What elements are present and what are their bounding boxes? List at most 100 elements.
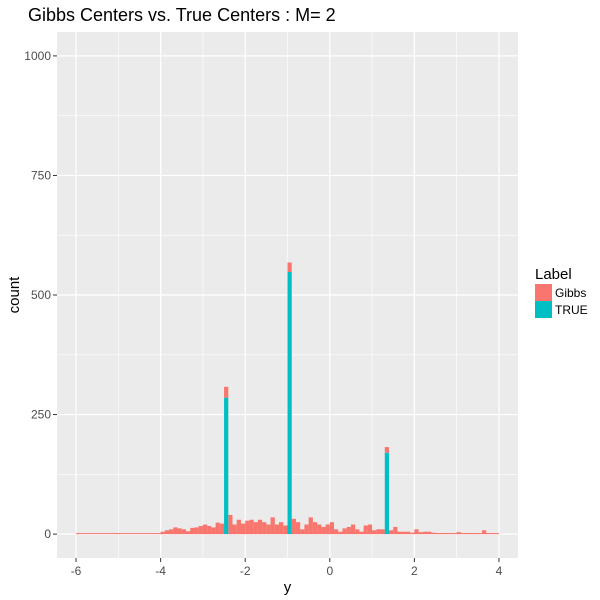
bar-gibbs xyxy=(240,523,246,535)
bar-gibbs xyxy=(422,531,428,535)
bar-gibbs xyxy=(346,526,351,535)
bar-gibbs xyxy=(359,531,364,535)
legend-key-true xyxy=(535,301,552,318)
bar-gibbs xyxy=(190,527,195,535)
bar-gibbs xyxy=(262,522,267,535)
bar-gibbs xyxy=(367,524,373,535)
bar-gibbs xyxy=(185,531,191,535)
bar-gibbs xyxy=(232,524,237,535)
bar-gibbs xyxy=(300,529,305,535)
bar-gibbs xyxy=(380,529,385,535)
x-tick-label: 2 xyxy=(411,564,418,578)
bar-gibbs xyxy=(160,531,165,535)
bar-gibbs xyxy=(401,531,406,535)
x-tick-label: -4 xyxy=(155,564,166,578)
legend: Label Gibbs TRUE xyxy=(535,266,588,318)
bar-gibbs xyxy=(393,526,398,535)
legend-label-true: TRUE xyxy=(555,303,588,317)
y-tick-label: 0 xyxy=(44,527,51,541)
bar-gibbs xyxy=(164,530,170,535)
y-axis-title: count xyxy=(6,276,23,314)
bar-gibbs xyxy=(287,262,292,273)
y-tick-label: 250 xyxy=(31,408,51,422)
bar-gibbs xyxy=(439,533,444,535)
bar-gibbs xyxy=(245,520,250,535)
bar-gibbs xyxy=(194,527,199,535)
bar-gibbs xyxy=(215,522,220,535)
y-tick-label: 500 xyxy=(31,288,51,302)
bar-gibbs xyxy=(334,529,339,535)
bar-gibbs xyxy=(431,532,436,535)
histogram-bars xyxy=(76,262,499,535)
bar-gibbs xyxy=(427,531,432,535)
bar-gibbs xyxy=(448,533,453,535)
bar-gibbs xyxy=(283,525,288,535)
bar-gibbs xyxy=(169,529,174,535)
bar-gibbs xyxy=(202,524,208,535)
bar-gibbs xyxy=(279,522,284,535)
bar-gibbs xyxy=(372,530,377,535)
bar-gibbs xyxy=(465,533,470,535)
bar-gibbs xyxy=(291,518,296,535)
bar-gibbs xyxy=(236,519,241,535)
bar-gibbs xyxy=(249,519,254,535)
bar-true xyxy=(384,452,390,535)
bar-gibbs xyxy=(304,524,309,535)
bar-gibbs xyxy=(211,527,216,535)
x-tick-label: -2 xyxy=(240,564,251,578)
y-tick-label: 1000 xyxy=(24,49,51,63)
bar-gibbs xyxy=(274,524,280,535)
bar-gibbs xyxy=(338,531,343,535)
legend-label-gibbs: Gibbs xyxy=(555,286,586,300)
bar-gibbs xyxy=(490,533,495,535)
bar-gibbs xyxy=(257,519,263,535)
bar-true xyxy=(287,272,292,535)
bar-gibbs xyxy=(270,517,275,535)
bar-gibbs xyxy=(350,524,356,535)
y-tick-label: 750 xyxy=(31,168,51,182)
bar-gibbs xyxy=(325,524,330,535)
bar-gibbs xyxy=(308,517,313,535)
bar-gibbs xyxy=(266,524,271,535)
bar-gibbs xyxy=(329,522,335,535)
bar-gibbs xyxy=(173,527,178,535)
bar-gibbs xyxy=(456,532,461,535)
bar-gibbs xyxy=(363,525,368,535)
x-tick-label: 0 xyxy=(326,564,333,578)
bar-gibbs xyxy=(418,532,423,535)
bar-gibbs xyxy=(321,526,326,535)
bar-gibbs xyxy=(207,525,212,535)
x-tick-label: -6 xyxy=(71,564,82,578)
bar-gibbs xyxy=(397,531,402,535)
bar-gibbs xyxy=(219,523,225,535)
bar-gibbs xyxy=(177,528,182,535)
bar-gibbs xyxy=(376,529,381,535)
bar-gibbs xyxy=(443,533,449,535)
bar-gibbs xyxy=(435,533,440,535)
bar-gibbs xyxy=(473,533,478,535)
bar-gibbs xyxy=(482,530,487,535)
bar-true xyxy=(224,397,229,535)
bar-gibbs xyxy=(410,532,415,535)
bar-gibbs xyxy=(317,524,322,535)
bar-gibbs xyxy=(477,533,483,535)
legend-title: Label xyxy=(535,266,572,283)
legend-key-gibbs xyxy=(535,284,552,301)
bar-gibbs xyxy=(469,533,474,535)
chart-title: Gibbs Centers vs. True Centers : M= 2 xyxy=(28,5,336,25)
x-tick-label: 4 xyxy=(496,564,503,578)
bar-gibbs xyxy=(414,529,419,535)
bar-gibbs xyxy=(342,528,347,535)
bar-gibbs xyxy=(460,533,466,535)
bar-gibbs xyxy=(389,530,394,535)
bar-gibbs xyxy=(405,531,411,535)
x-axis-ticks: -6 -4 -2 0 2 4 xyxy=(71,558,503,578)
bar-gibbs xyxy=(384,447,390,453)
bar-gibbs xyxy=(224,386,229,398)
bar-gibbs xyxy=(312,522,318,535)
bar-gibbs xyxy=(486,533,491,535)
y-axis-ticks: 0 250 500 750 1000 xyxy=(24,49,57,541)
x-axis-title: y xyxy=(284,579,292,596)
bar-gibbs xyxy=(181,529,186,535)
